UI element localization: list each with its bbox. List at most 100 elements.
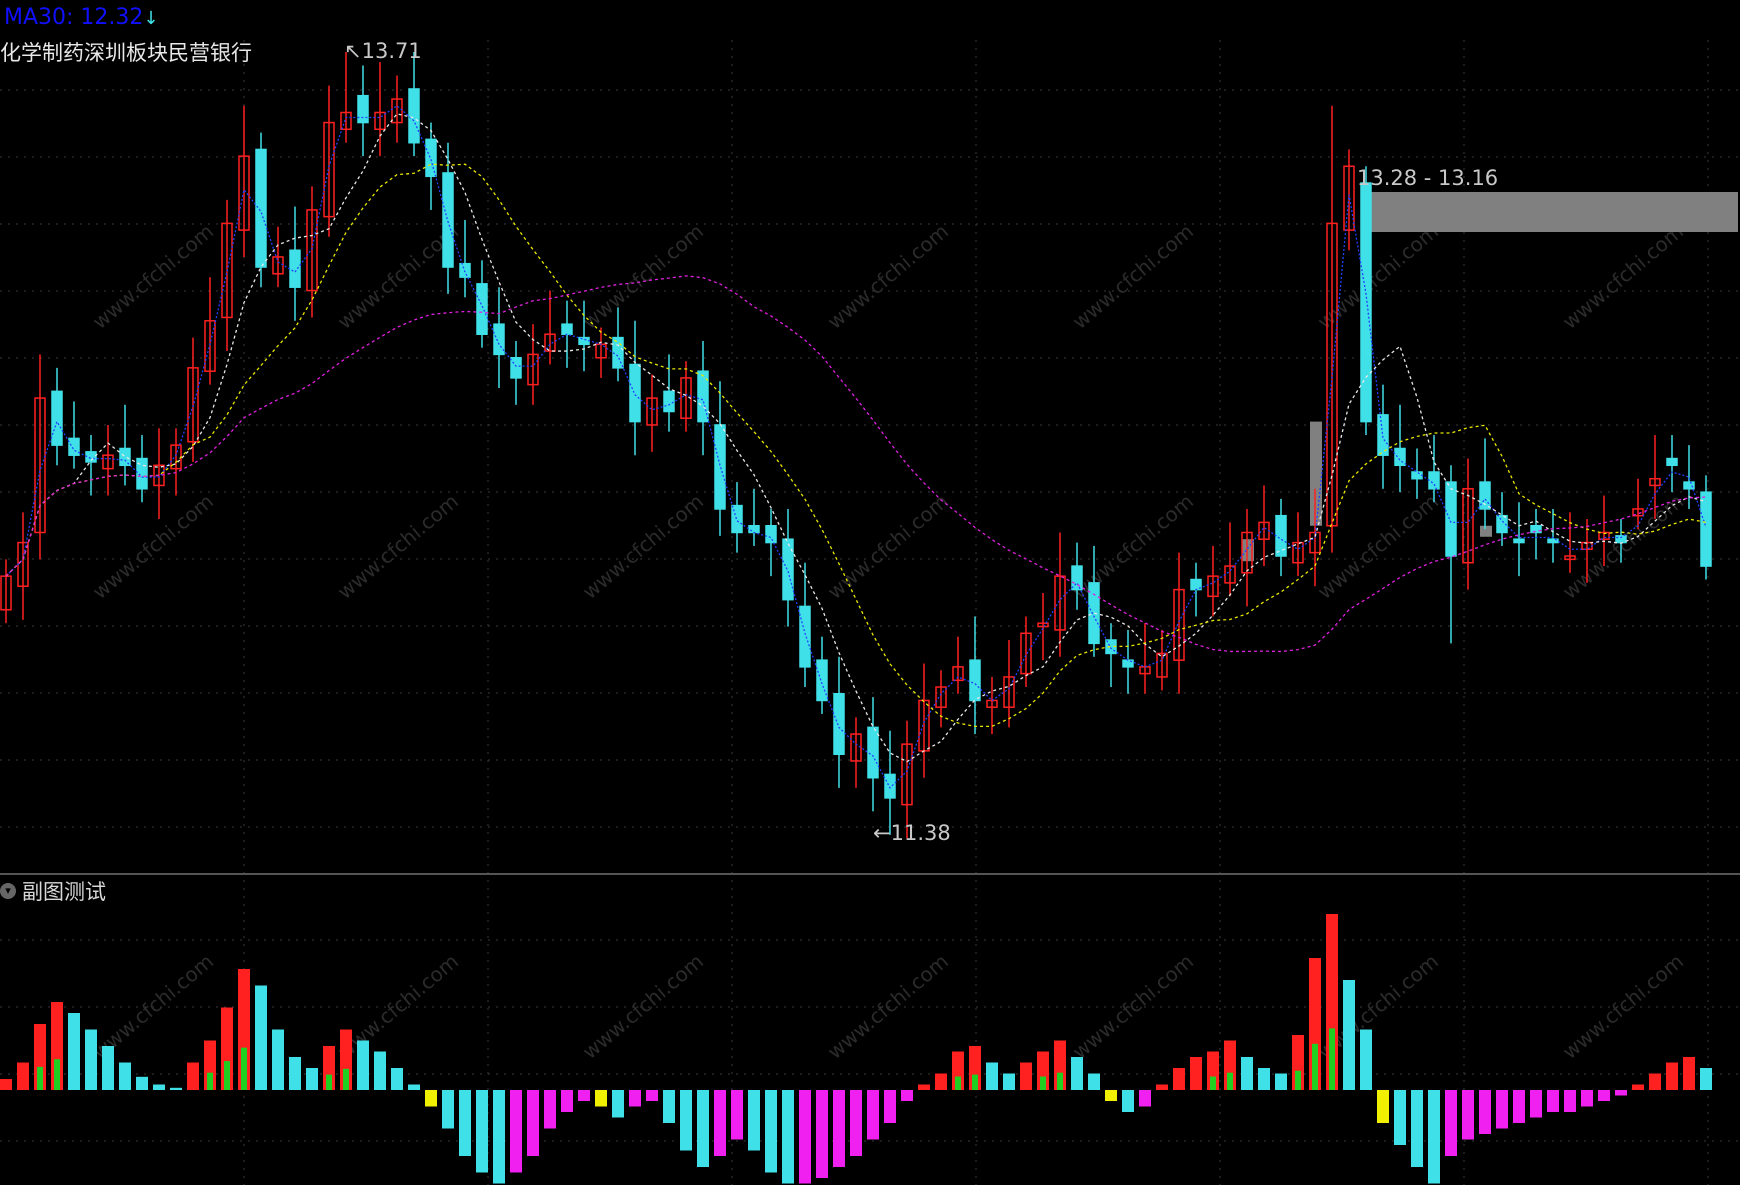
candle-down (119, 447, 131, 467)
candle-up (34, 397, 46, 534)
candle-down (782, 538, 794, 601)
histogram-bar (493, 1090, 505, 1184)
watermark-text: www.cfchi.com (1558, 949, 1688, 1064)
histogram-bar (1547, 1090, 1559, 1112)
histogram-bar (765, 1090, 777, 1173)
histogram-bar (1598, 1090, 1610, 1101)
histogram-bar (901, 1090, 913, 1101)
sub-indicator-histogram (0, 914, 1712, 1184)
histogram-bar (187, 1062, 199, 1090)
histogram-bar (459, 1090, 471, 1156)
watermark-text: www.cfchi.com (578, 219, 708, 334)
candle-up (1173, 588, 1185, 661)
low-price-annotation: ←11.38 (873, 821, 951, 845)
histogram-bar (425, 1090, 437, 1107)
watermark-text: www.cfchi.com (578, 949, 708, 1064)
candle-up (1054, 575, 1066, 631)
candle-down (1088, 582, 1100, 645)
histogram-bar (850, 1090, 862, 1156)
watermark-text: www.cfchi.com (333, 949, 463, 1064)
histogram-bar (17, 1062, 29, 1090)
watermark-text: www.cfchi.com (88, 489, 218, 604)
histogram-bar (1428, 1090, 1440, 1184)
candle-down (51, 390, 63, 446)
histogram-bar (1564, 1090, 1576, 1112)
sub-panel-header[interactable]: ▾ 副图测试 (0, 876, 106, 906)
histogram-inner-bar (54, 1059, 60, 1090)
histogram-bar (1156, 1084, 1168, 1090)
histogram-bar (85, 1029, 97, 1090)
candle-up (306, 209, 318, 292)
watermark-text: www.cfchi.com (823, 489, 953, 604)
histogram-inner-bar (207, 1072, 213, 1090)
candle-up (221, 222, 233, 319)
histogram-bar (527, 1090, 539, 1156)
histogram-bar (1700, 1068, 1712, 1090)
watermark-text: www.cfchi.com (88, 219, 218, 334)
candle-down (493, 323, 505, 356)
histogram-inner-bar (1057, 1072, 1063, 1090)
histogram-bar (1666, 1062, 1678, 1090)
histogram-bar (1496, 1090, 1508, 1129)
candle-up (527, 353, 539, 386)
histogram-bar (476, 1090, 488, 1173)
candle-down (1445, 481, 1457, 557)
candle-down (714, 424, 726, 510)
sector-tags: 化学制药深圳板块民营银行 (0, 41, 252, 65)
histogram-inner-bar (955, 1076, 961, 1090)
candle-down (799, 605, 811, 668)
candle-down (612, 336, 624, 369)
candle-up (1462, 488, 1474, 564)
candle-up (1564, 555, 1576, 561)
histogram-bar (884, 1090, 896, 1123)
chevron-down-icon[interactable]: ▾ (0, 883, 16, 899)
histogram-bar (1479, 1090, 1491, 1134)
ma30-value: MA30: 12.32 (4, 5, 144, 30)
ma2-line (5, 104, 1707, 789)
histogram-bar (935, 1073, 947, 1090)
candle-down (255, 148, 267, 268)
candle-up (544, 333, 556, 352)
histogram-bar (561, 1090, 573, 1112)
histogram-bar (1683, 1057, 1695, 1090)
histogram-inner-bar (1329, 1028, 1335, 1090)
candle-down (1700, 491, 1712, 567)
watermark-text: www.cfchi.com (333, 489, 463, 604)
histogram-bar (1275, 1073, 1287, 1090)
ma30-readout: MA30: 12.32↓ (4, 4, 159, 33)
histogram-bar (714, 1090, 726, 1156)
watermark-layer: www.cfchi.com www.cfchi.com www.cfchi.com w… (88, 219, 1688, 1064)
candle-down (1071, 565, 1083, 591)
histogram-bar (1105, 1090, 1117, 1101)
candle-down (425, 138, 437, 178)
histogram-inner-bar (1312, 1043, 1318, 1090)
candle-down (1530, 525, 1542, 534)
histogram-bar (1020, 1062, 1032, 1090)
histogram-inner-bar (972, 1074, 978, 1090)
histogram-bar (1258, 1068, 1270, 1090)
histogram-bar (1139, 1090, 1151, 1107)
candle-up (646, 397, 658, 426)
candle-down (867, 726, 879, 779)
candle-down (289, 249, 301, 288)
histogram-bar (119, 1062, 131, 1090)
histogram-bar (1377, 1090, 1389, 1123)
histogram-bar (0, 1079, 12, 1090)
candle-down (1377, 414, 1389, 456)
histogram-bar (1343, 980, 1355, 1090)
histogram-bar (612, 1090, 624, 1118)
histogram-bar (1071, 1057, 1083, 1090)
candle-down (1683, 481, 1695, 490)
candle-up (935, 686, 947, 708)
arrow-down-icon: ↓ (143, 8, 159, 29)
histogram-bar (595, 1090, 607, 1107)
candle-up (1037, 622, 1049, 628)
histogram-bar (731, 1090, 743, 1140)
candle-down (1496, 514, 1508, 534)
candle-down (663, 390, 675, 413)
histogram-bar (799, 1090, 811, 1184)
histogram-bar (578, 1090, 590, 1101)
histogram-bar (136, 1076, 148, 1090)
gap-box (1310, 421, 1322, 526)
